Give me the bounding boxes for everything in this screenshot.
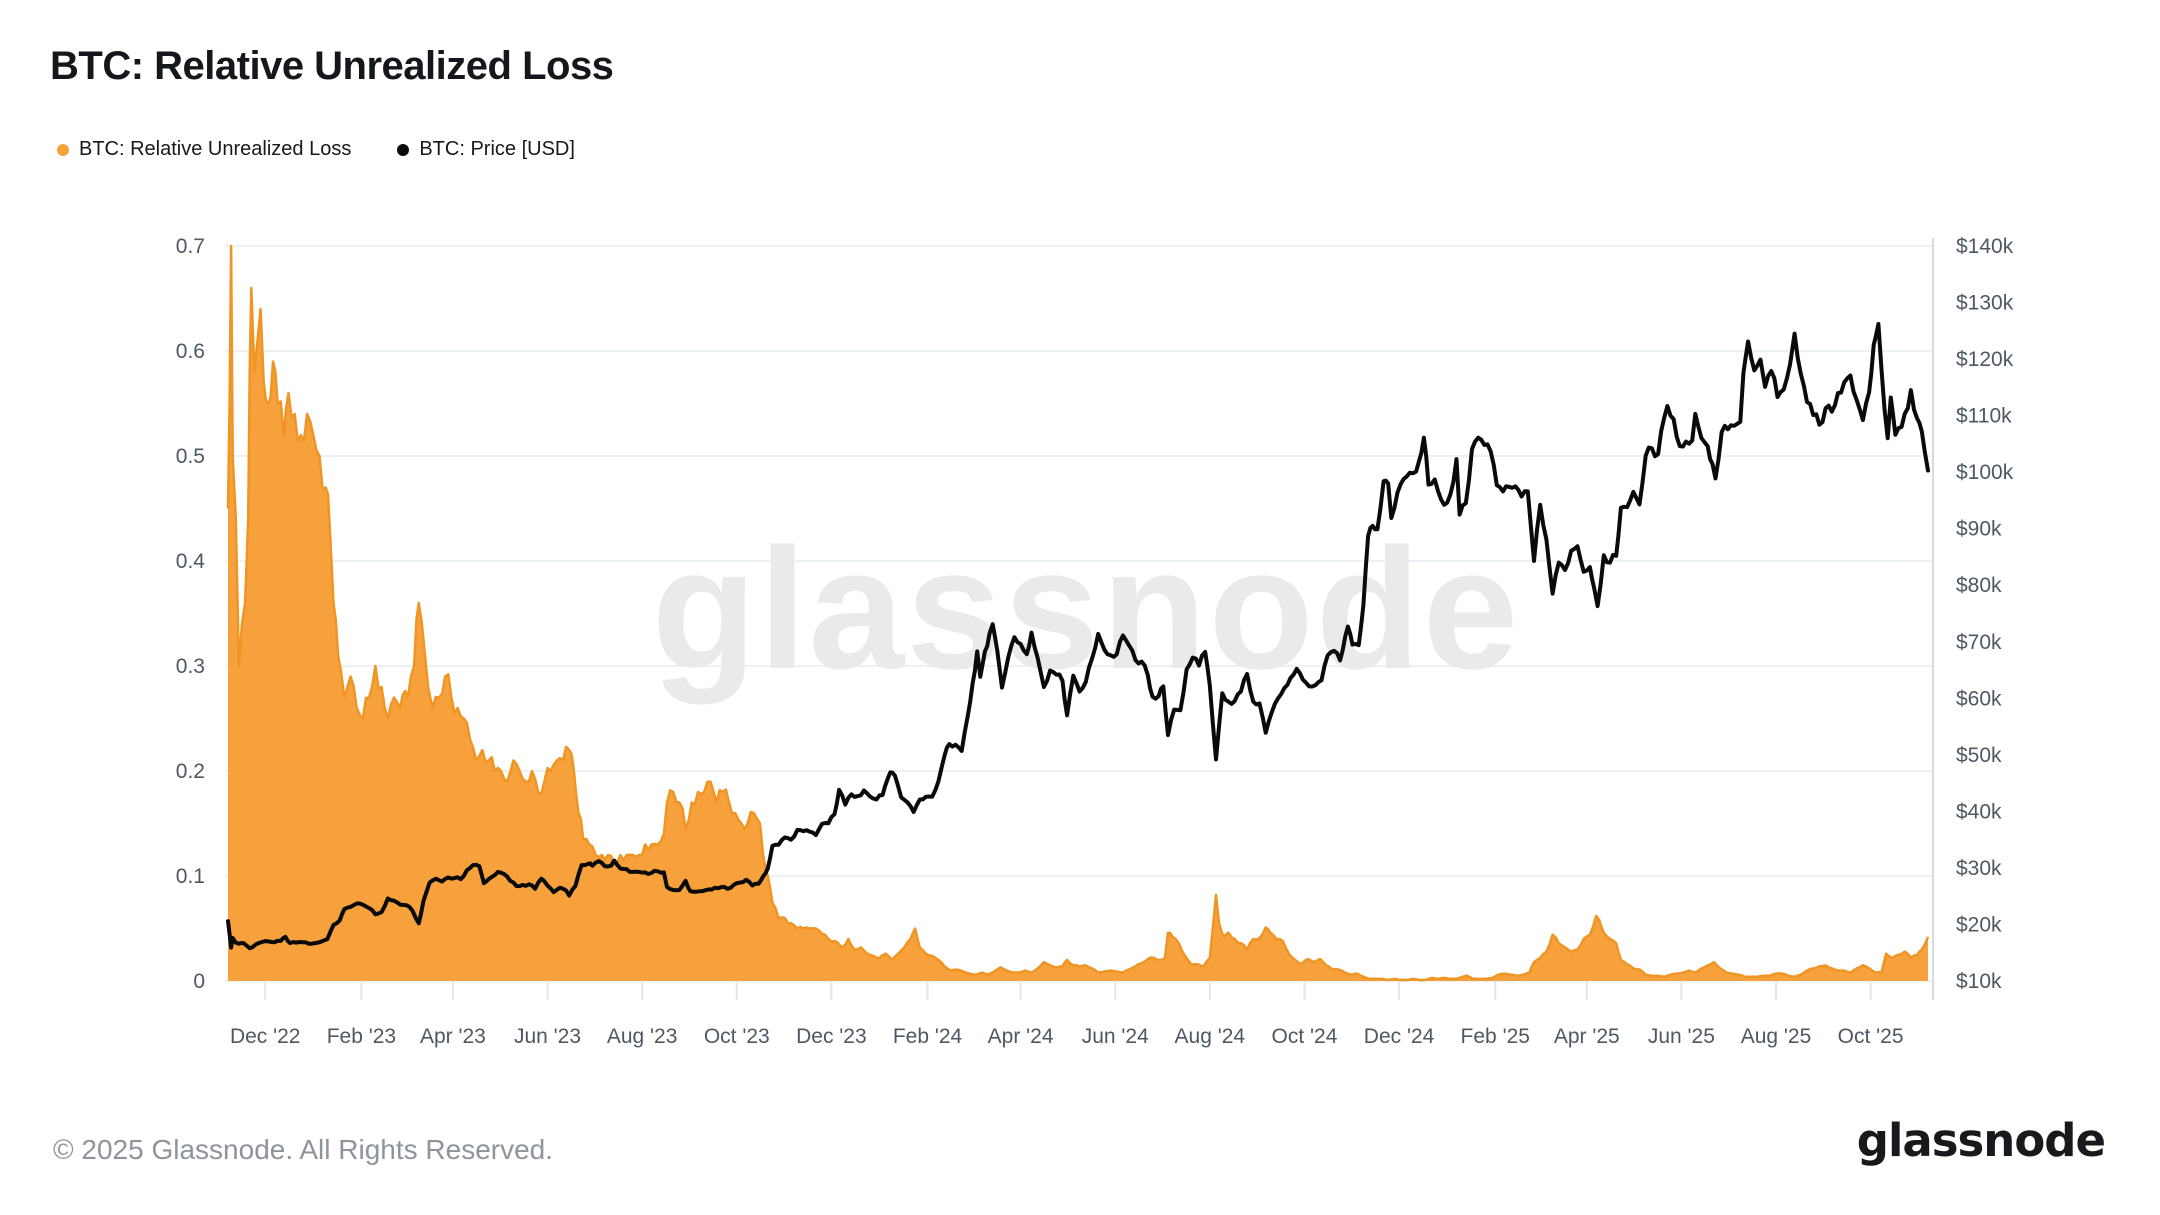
x-tick-label: Aug '25 (1741, 1025, 1812, 1048)
legend-item-label: BTC: Price [USD] (419, 138, 575, 160)
page-title: BTC: Relative Unrealized Loss (50, 44, 614, 88)
loss-legend-dot-icon (57, 143, 69, 156)
x-tick-label: Feb '24 (893, 1025, 963, 1048)
price-legend-dot-icon (397, 143, 410, 156)
x-tick-label: Jun '24 (1082, 1025, 1149, 1048)
x-tick-label: Dec '22 (230, 1025, 301, 1048)
legend: BTC: Relative Unrealized Loss BTC: Price… (57, 138, 575, 161)
left-axis-label: 0.2 (176, 760, 205, 783)
x-tick-label: Feb '25 (1461, 1025, 1530, 1048)
right-axis-label: $10k (1956, 970, 2002, 993)
right-axis-label: $50k (1956, 744, 2002, 767)
left-axis-label: 0 (193, 970, 205, 993)
right-axis-label: $120k (1956, 348, 2014, 371)
glassnode-logo: glassnode (1856, 1114, 2106, 1167)
x-tick-label: Aug '24 (1175, 1025, 1246, 1048)
left-axis-label: 0.3 (176, 655, 205, 678)
left-axis-label: 0.6 (176, 340, 205, 363)
right-axis-label: $60k (1956, 687, 2002, 710)
watermark-text: glassnode (652, 513, 1521, 705)
legend-item-loss[interactable]: BTC: Relative Unrealized Loss (57, 138, 351, 161)
x-tick-label: Jun '23 (514, 1025, 581, 1048)
x-tick-label: Apr '23 (420, 1025, 486, 1048)
left-axis-label: 0.7 (176, 235, 205, 258)
x-tick-label: Apr '25 (1554, 1025, 1620, 1048)
x-tick-label: Oct '23 (704, 1025, 770, 1048)
x-tick-label: Dec '24 (1364, 1025, 1435, 1048)
x-tick-label: Oct '24 (1272, 1025, 1338, 1048)
right-axis-label: $30k (1956, 857, 2002, 880)
legend-item-price[interactable]: BTC: Price [USD] (397, 138, 575, 161)
right-axis-label: $70k (1956, 631, 2002, 654)
x-tick-label: Dec '23 (796, 1025, 867, 1048)
right-axis-label: $40k (1956, 800, 2002, 823)
x-tick-label: Feb '23 (327, 1025, 396, 1048)
copyright-text: © 2025 Glassnode. All Rights Reserved. (53, 1134, 554, 1165)
legend-item-label: BTC: Relative Unrealized Loss (79, 138, 352, 160)
price-line-series (226, 322, 1930, 951)
loss-area-series (228, 246, 1928, 981)
x-tick-label: Jun '25 (1648, 1025, 1715, 1048)
x-tick-label: Apr '24 (988, 1025, 1054, 1048)
x-tick-label: Aug '23 (607, 1025, 678, 1048)
right-axis-label: $20k (1956, 913, 2002, 936)
left-axis-label: 0.5 (176, 445, 205, 468)
left-axis-label: 0.1 (176, 865, 205, 888)
right-axis-label: $100k (1956, 461, 2014, 484)
right-axis-label: $130k (1956, 292, 2014, 315)
right-axis-label: $80k (1956, 574, 2002, 597)
loss-area-edge (226, 244, 1930, 982)
x-tick-label: Oct '25 (1838, 1025, 1904, 1048)
right-axis-label: $110k (1956, 405, 2012, 428)
left-axis-label: 0.4 (176, 550, 206, 573)
right-axis-label: $90k (1956, 518, 2002, 541)
right-axis-label: $140k (1956, 235, 2014, 258)
